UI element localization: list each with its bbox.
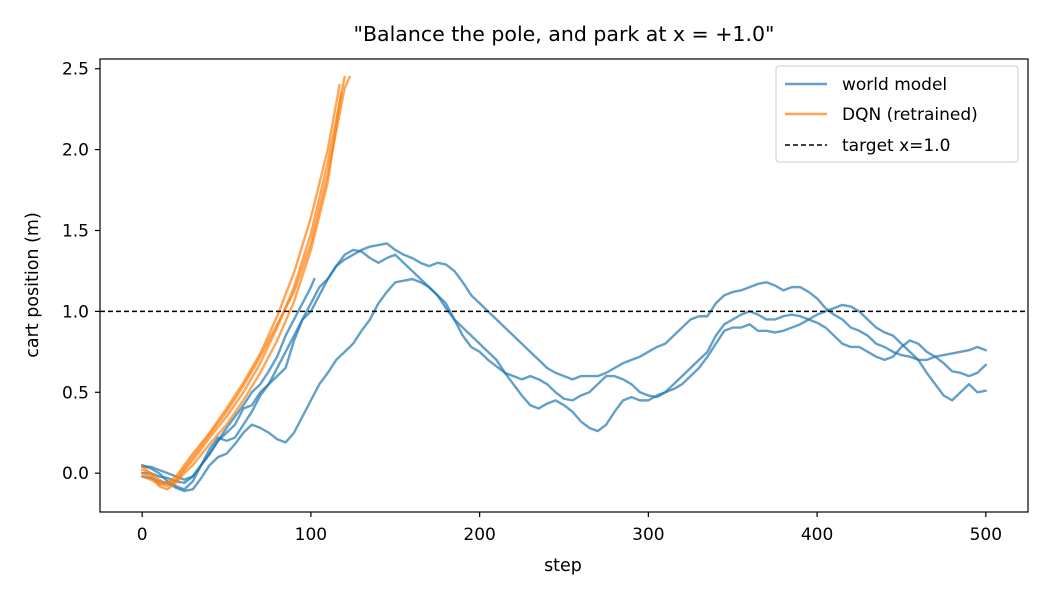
legend: world model DQN (retrained) target x=1.0 <box>775 65 1019 163</box>
legend-label-world-model: world model <box>842 75 947 95</box>
y-tick-label: 0.0 <box>62 464 89 484</box>
dqn-line-1 <box>140 91 343 491</box>
y-axis-label: cart position (m) <box>23 212 43 358</box>
y-tick-label: 2.0 <box>62 141 89 161</box>
x-tick-label: 500 <box>970 525 1002 545</box>
world-model-line-1 <box>140 248 988 491</box>
x-axis-label: step <box>544 556 582 576</box>
y-tick-label: 2.5 <box>62 60 89 80</box>
x-tick-label: 300 <box>632 525 664 545</box>
x-tick-label: 100 <box>295 525 327 545</box>
x-tick-label: 400 <box>801 525 833 545</box>
x-axis: 0 100 200 300 400 500 <box>137 512 1002 545</box>
chart-title: "Balance the pole, and park at x = +1.0" <box>354 22 775 46</box>
plot-frame <box>99 58 1029 513</box>
world-model-line-2 <box>140 277 988 493</box>
x-tick-label: 200 <box>463 525 495 545</box>
world-model-line-3 <box>140 242 988 485</box>
legend-label-target: target x=1.0 <box>842 136 950 156</box>
dqn-line-4 <box>140 83 341 486</box>
y-axis: 0.0 0.5 1.0 1.5 2.0 2.5 <box>62 60 100 484</box>
x-tick-label: 0 <box>137 525 148 545</box>
series-layer <box>140 75 988 493</box>
legend-label-dqn: DQN (retrained) <box>842 105 978 125</box>
y-tick-label: 0.5 <box>62 383 89 403</box>
world-model-line-4 <box>140 277 316 481</box>
y-tick-label: 1.0 <box>62 302 89 322</box>
legend-box <box>775 65 1019 163</box>
y-tick-label: 1.5 <box>62 221 89 241</box>
